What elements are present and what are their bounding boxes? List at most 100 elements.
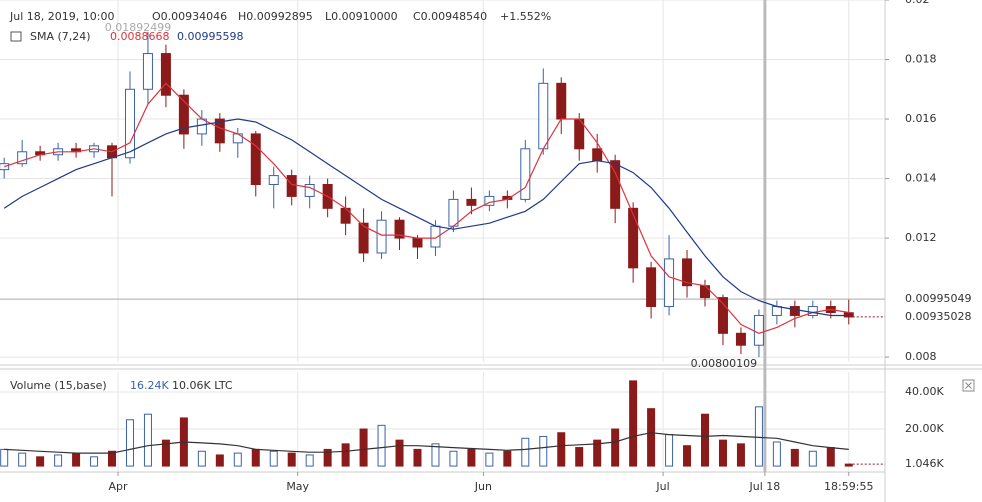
volume-bar	[611, 428, 620, 467]
volume-bar	[575, 447, 584, 467]
candle-body	[160, 53, 171, 96]
candle-body	[448, 198, 459, 227]
header-date: Jul 18, 2019, 10:00	[9, 10, 114, 23]
x-tick-label: Apr	[108, 480, 128, 493]
volume-bar	[449, 450, 458, 467]
volume-bar	[323, 448, 332, 467]
volume-bar	[108, 450, 117, 467]
candle-body	[214, 118, 225, 144]
candle-body	[700, 285, 711, 299]
close-button[interactable]	[962, 379, 975, 392]
y-tick-label: 0.014	[905, 172, 937, 185]
candle-body	[538, 82, 549, 150]
volume-bar	[197, 450, 206, 467]
volume-bar	[665, 434, 674, 467]
volume-bar	[413, 448, 422, 467]
volume-bar	[431, 443, 440, 467]
volume-bar	[54, 454, 63, 467]
candle-body	[484, 195, 495, 206]
x-tick-label: Jul 18	[749, 480, 781, 493]
candle-body	[682, 258, 693, 287]
candle-body	[771, 306, 782, 316]
candle-body	[717, 297, 728, 334]
volume-bar	[395, 439, 404, 467]
volume-bar	[287, 452, 296, 467]
low-label: 0.00800109	[691, 357, 757, 370]
candle-body	[358, 222, 369, 254]
volume-bar	[790, 448, 799, 467]
candle-body	[268, 175, 279, 186]
volume-bar	[736, 443, 745, 467]
volume-bar	[826, 447, 835, 467]
volume-bar	[143, 413, 152, 467]
candle-body	[394, 219, 405, 239]
price-line-label: 0.00995049	[905, 292, 971, 305]
candle-body	[628, 207, 639, 269]
volume-bar	[701, 413, 710, 467]
header-high: H0.00992895	[238, 10, 313, 23]
volume-bar	[90, 456, 99, 467]
candle-body	[789, 306, 800, 316]
volume-bar	[377, 424, 386, 467]
candle-body	[466, 198, 477, 206]
sma-label: SMA (7,24)	[30, 30, 91, 43]
candle-body	[124, 88, 135, 159]
volume-bar	[36, 456, 45, 467]
candle-body	[412, 237, 423, 248]
candle-body	[17, 151, 28, 165]
volume-bar	[467, 448, 476, 467]
volume-bar	[593, 439, 602, 467]
volume-bar	[359, 428, 368, 467]
candle-body	[592, 148, 603, 162]
volume-label: Volume (15,base)	[10, 379, 107, 392]
candle-body	[304, 184, 315, 197]
last-price-label: 0.00935028	[905, 310, 971, 323]
volume-bar	[485, 452, 494, 467]
volume-bar	[215, 454, 224, 467]
volume-bar	[503, 450, 512, 467]
close-icon	[965, 382, 972, 389]
x-tick-label: Jun	[474, 480, 492, 493]
candle-body	[610, 160, 621, 209]
indicator-icon[interactable]	[10, 31, 22, 42]
volume-bar	[0, 448, 9, 467]
volume-bar	[125, 419, 134, 467]
y-tick-label: 0.012	[905, 231, 937, 244]
volume-bar	[341, 443, 350, 467]
candle-body	[664, 258, 675, 308]
volume-bar	[629, 380, 638, 467]
volume-bar	[683, 445, 692, 467]
sma-line	[4, 82, 849, 334]
x-tick-label: 18:59:55	[824, 480, 873, 493]
candle-body	[520, 148, 531, 200]
volume-bar	[772, 441, 781, 467]
y-tick-label: 0.02	[905, 0, 930, 6]
y-tick-label: 0.008	[905, 350, 937, 363]
candle-body	[178, 94, 189, 135]
volume-bar	[539, 435, 548, 467]
volume-ma-line	[4, 432, 849, 454]
volume-bar	[269, 450, 278, 467]
candle-body	[340, 207, 351, 224]
sma-fast-value: 0.0088668	[110, 30, 170, 43]
candle-body	[807, 306, 818, 316]
header-open: O0.00934046	[152, 10, 227, 23]
volume-bar	[808, 450, 817, 467]
x-tick-label: May	[286, 480, 309, 493]
y-tick-label: 20.00K	[905, 422, 944, 435]
volume-bar	[233, 452, 242, 467]
volume-bar	[557, 432, 566, 467]
volume-bar	[754, 406, 763, 467]
sma-line	[3, 118, 849, 317]
volume-bar	[718, 439, 727, 467]
candle-body	[196, 118, 207, 135]
candle-body	[286, 175, 297, 197]
volume-bar	[72, 452, 81, 467]
candle-body	[250, 133, 261, 186]
volume-bar	[647, 408, 656, 467]
candle-body	[843, 312, 854, 318]
candle-body	[646, 267, 657, 308]
candle-body	[232, 133, 243, 144]
header-change: +1.552%	[500, 10, 551, 23]
volume-bar	[161, 439, 170, 467]
